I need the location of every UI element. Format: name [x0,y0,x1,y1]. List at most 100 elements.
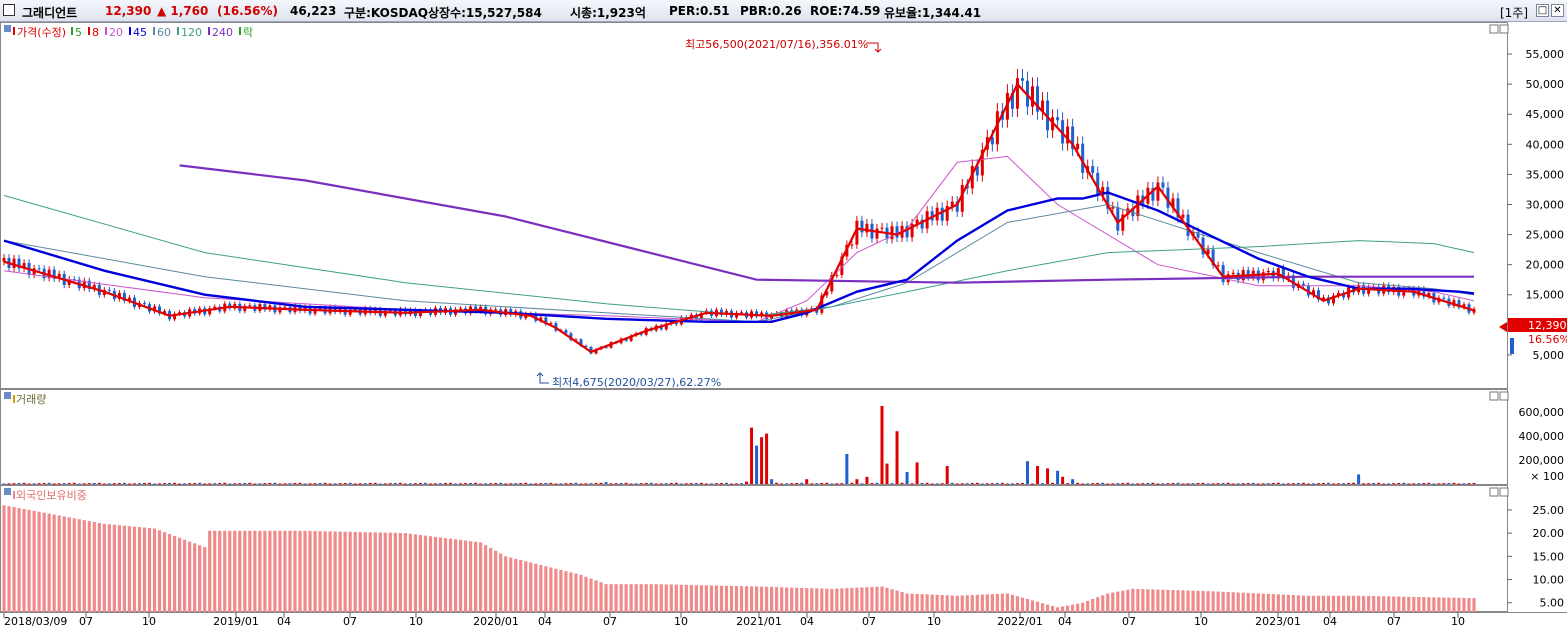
candle-body [895,226,899,238]
volume-bar [153,483,157,485]
volume-bar [790,483,794,485]
foreign-bar [82,520,86,612]
candle-body [1246,270,1250,278]
volume-bar [865,476,869,484]
candle-body [1316,290,1320,300]
period-button[interactable]: [1주] [1500,6,1529,20]
legend-item-5[interactable]: 60 [157,26,171,39]
volume-bar [243,482,247,484]
candle-body [915,219,919,224]
foreign-bar [1457,597,1461,612]
candle-body [1081,143,1085,173]
candle-body [2,257,6,262]
foreign-bar [1151,589,1155,612]
close-button[interactable]: ✕ [1551,4,1564,17]
foreign-bar [1196,590,1200,612]
stock-chart[interactable]: 가격(수정) 5 8 20 45 60 120 240 락 거래량 외국인보유비중 5,000 1… [0,22,1567,630]
legend-item-3[interactable]: 20 [109,26,123,39]
legend-item-0[interactable]: 가격(수정) [17,26,66,39]
select-checkbox[interactable] [3,4,15,16]
foreign-bar [1221,591,1225,612]
volume-bar [428,483,432,485]
volume-bar [168,482,172,484]
foreign-bar [1427,597,1431,612]
candle-body [855,220,859,245]
candle-body [699,312,703,320]
foreign-bar [1081,602,1085,612]
candle-body [840,256,844,275]
foreign-bar [1206,591,1210,612]
volume-bar [1402,482,1406,484]
candle-body [403,309,407,315]
foreign-bar [624,584,628,612]
volume-bar [32,483,36,485]
restore-button[interactable]: □ [1536,4,1549,17]
foreign-bar [1091,599,1095,612]
candle-body [1196,232,1200,238]
volume-bar [433,483,437,485]
foreign-bar [188,541,192,612]
candle-body [1442,297,1446,299]
volume-bar [1211,483,1215,485]
volume-bar [1246,482,1250,484]
foreign-bar [499,553,503,612]
foreign-bar [418,534,423,612]
foreign-panel-icon[interactable] [4,488,11,495]
foreign-bar [910,593,914,612]
foreign-panel-buttons[interactable] [1489,487,1509,497]
x-axis: 2018/03/09 07 10 2019/01 04 07 10 2020/01 04 07 10… [3,612,1465,628]
legend-item-1[interactable]: 5 [75,26,82,39]
candle-body [890,226,894,240]
candle-body [1206,249,1210,255]
volume-bar [569,482,573,484]
candle-body [1076,143,1080,150]
legend-item-7[interactable]: 240 [212,26,233,39]
volume-bar [905,472,909,484]
legend-item-4[interactable]: 45 [133,26,147,39]
volume-bar [1462,483,1466,485]
foreign-bar [468,541,473,612]
foreign-bar [554,568,558,612]
foreign-panel-frame [0,485,1508,612]
candle-body [37,268,41,270]
volume-bar [479,483,483,485]
volume-bar [1030,483,1034,485]
volume-bar [1216,483,1220,485]
foreign-bar [167,534,172,612]
x-tick-label-17: 07 [1122,615,1136,628]
legend-item-6[interactable]: 120 [181,26,202,39]
foreign-bar [489,547,493,612]
x-tick-label-0: 2018/03/09 [4,615,67,628]
legend-item-8[interactable]: 락 [243,26,253,39]
volume-bar [188,483,192,485]
volume-panel-icon[interactable] [4,392,11,399]
high-annotation: 최고56,500(2021/07/16),356.01% [685,38,868,51]
foreign-bar [1121,590,1125,612]
candle-body [664,323,668,330]
foreign-bar [965,595,969,612]
volume-bar [1387,483,1391,485]
foreign-bar [12,507,16,612]
volume-bar [1256,483,1260,485]
candle-body [1041,100,1045,112]
foreign-bar [1156,589,1160,612]
volume-value: 46,223 [290,4,337,18]
price-panel-icon[interactable] [4,25,11,32]
foreign-bar [1186,590,1190,612]
volume-bar [544,482,548,484]
volume-bar [62,483,66,485]
volume-legend-mark [13,395,15,403]
candle-body [1015,78,1019,109]
foreign-tick-label-3: 20.00 [1533,527,1565,540]
x-tick-label-22: 10 [1451,615,1465,628]
ma-line-가격(수정) [3,82,1475,354]
foreign-bar [619,584,623,612]
volume-panel-buttons[interactable] [1489,391,1509,401]
volume-bar [147,482,151,484]
price-panel-buttons[interactable] [1489,24,1509,34]
volume-bar [1382,483,1386,485]
candle-body [213,306,217,309]
legend-item-2[interactable]: 8 [92,26,99,39]
price-change-pct: (16.56%) [217,4,278,18]
foreign-bar [1316,595,1321,612]
